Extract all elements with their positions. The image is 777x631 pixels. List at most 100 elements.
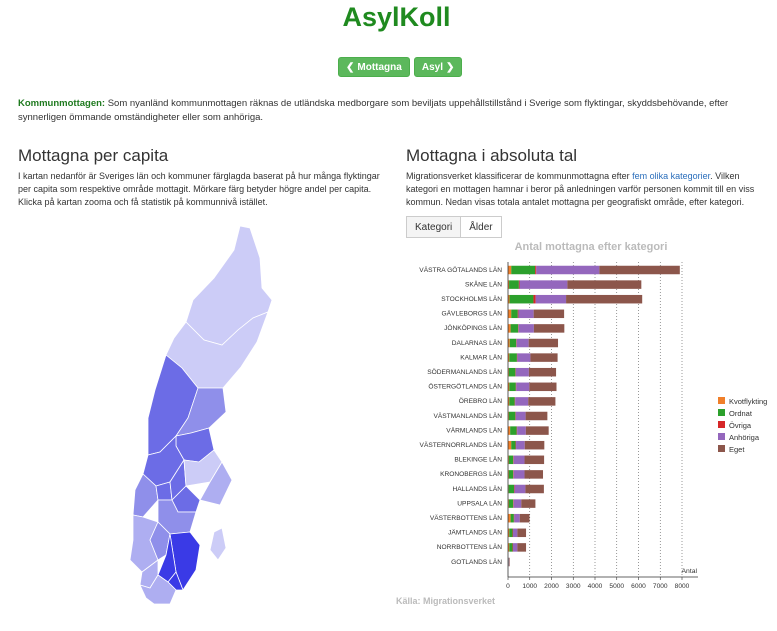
x-tick-label: 1000 bbox=[522, 583, 537, 590]
chevron-left-icon: ❮ bbox=[346, 61, 355, 73]
x-tick-label: 8000 bbox=[675, 583, 690, 590]
intro-text: Som nyanländ kommunmottagen räknas de ut… bbox=[18, 98, 729, 123]
bar-segment bbox=[525, 484, 544, 494]
county-jonkoping[interactable] bbox=[149, 521, 171, 561]
y-tick-label: GÄVLEBORGS LÄN bbox=[442, 310, 503, 318]
y-tick-label: VÄSTMANLANDS LÄN bbox=[433, 412, 502, 420]
bar-segment bbox=[509, 528, 513, 538]
y-tick-label: VÄSTERBOTTENS LÄN bbox=[430, 514, 502, 522]
y-tick-label: VÄSTRA GÖTALANDS LÄN bbox=[419, 266, 502, 274]
y-tick-label: HALLANDS LÄN bbox=[453, 485, 503, 493]
bar-segment bbox=[535, 265, 537, 275]
bar-segment bbox=[508, 411, 516, 421]
bar-segment bbox=[509, 353, 517, 362]
bar-segment bbox=[509, 543, 513, 552]
bar-segment bbox=[508, 353, 510, 362]
bar-segment bbox=[528, 338, 559, 348]
county-skane[interactable] bbox=[139, 574, 177, 605]
bar-segment bbox=[524, 440, 545, 450]
x-tick-label: 2000 bbox=[544, 583, 559, 590]
bar-segment bbox=[599, 265, 680, 275]
y-tick-label: NORRBOTTENS LÄN bbox=[437, 543, 502, 551]
bar-segment bbox=[524, 455, 545, 465]
bar-segment bbox=[518, 324, 534, 333]
bar-segment bbox=[510, 513, 514, 523]
legend-label: Eget bbox=[729, 445, 745, 454]
bar-segment bbox=[509, 338, 517, 348]
x-tick-label: 0 bbox=[506, 583, 510, 590]
bar-segment bbox=[533, 324, 565, 333]
bar-segment bbox=[508, 499, 509, 508]
bar-segment bbox=[511, 265, 536, 275]
x-axis-label: Antal bbox=[682, 568, 698, 575]
next-asyl-button[interactable]: Asyl ❯ bbox=[413, 57, 463, 77]
bar-segment bbox=[508, 367, 516, 377]
y-tick-label: VÄRMLANDS LÄN bbox=[446, 426, 502, 434]
bar-segment bbox=[509, 280, 519, 289]
bar-segment bbox=[509, 382, 516, 392]
bar-segment bbox=[508, 367, 509, 377]
x-tick-label: 3000 bbox=[566, 583, 581, 590]
bar-segment bbox=[566, 294, 643, 304]
y-tick-label: GOTLANDS LÄN bbox=[451, 558, 502, 566]
chart-description-start: Migrationsverket klassificerar de kommun… bbox=[406, 171, 633, 181]
bar-segment bbox=[529, 382, 557, 392]
bar-segment bbox=[515, 367, 529, 377]
bar-segment bbox=[509, 397, 515, 406]
bar-segment bbox=[528, 397, 556, 406]
bar-segment bbox=[524, 470, 544, 479]
bar-segment bbox=[514, 513, 520, 523]
y-tick-label: SÖDERMANLANDS LÄN bbox=[427, 368, 502, 376]
bar-segment bbox=[517, 353, 531, 362]
chart-title: Antal mottagna efter kategori bbox=[515, 241, 668, 253]
y-tick-label: SKÅNE LÄN bbox=[465, 279, 502, 288]
y-tick-label: STOCKHOLMS LÄN bbox=[441, 295, 502, 303]
bar-segment bbox=[517, 309, 519, 319]
bar-segment bbox=[513, 470, 525, 479]
bar-segment bbox=[525, 411, 548, 421]
tab-alder[interactable]: Ålder bbox=[461, 216, 502, 238]
tab-kategori[interactable]: Kategori bbox=[406, 216, 462, 238]
bar-segment bbox=[508, 397, 510, 406]
nav-group: ❮ Mottagna Asyl ❯ bbox=[338, 57, 463, 77]
y-tick-label: UPPSALA LÄN bbox=[457, 499, 502, 507]
bar-segment bbox=[508, 528, 510, 538]
intro-lead: Kommunmottagen: bbox=[18, 98, 106, 109]
bar-segment bbox=[508, 513, 511, 523]
chart-tabs: Kategori Ålder bbox=[406, 216, 502, 238]
bar-segment bbox=[517, 426, 526, 435]
bar-segment bbox=[508, 280, 510, 289]
bar-segment bbox=[508, 411, 509, 421]
sweden-map[interactable] bbox=[0, 0, 400, 631]
prev-mottagna-button[interactable]: ❮ Mottagna bbox=[338, 57, 410, 77]
y-tick-label: KRONOBERGS LÄN bbox=[440, 470, 502, 478]
bar-segment bbox=[515, 411, 526, 421]
county-stockholm[interactable] bbox=[199, 461, 233, 506]
county-gotland[interactable] bbox=[209, 527, 227, 561]
y-tick-label: BLEKINGE LÄN bbox=[454, 456, 502, 464]
y-tick-label: DALARNAS LÄN bbox=[452, 339, 502, 347]
bar-segment bbox=[514, 484, 526, 494]
bar-segment bbox=[513, 499, 522, 508]
map-section-title: Mottagna per capita bbox=[18, 146, 169, 165]
y-tick-label: ÖSTERGÖTLANDS LÄN bbox=[428, 383, 502, 391]
chart-section-title: Mottagna i absoluta tal bbox=[406, 146, 578, 165]
bar-segment bbox=[508, 440, 512, 450]
bar-segment bbox=[508, 499, 514, 508]
legend-label: Kvotflykting bbox=[729, 397, 767, 406]
y-tick-label: JÖNKÖPINGS LÄN bbox=[444, 324, 502, 332]
bar-segment bbox=[508, 294, 510, 304]
bar-segment bbox=[508, 455, 509, 465]
bar-segment bbox=[509, 294, 534, 304]
legend-label: Övriga bbox=[729, 421, 752, 430]
legend-swatch bbox=[718, 433, 725, 440]
bar-segment bbox=[508, 426, 511, 435]
legend-swatch bbox=[718, 397, 725, 404]
legend-label: Anhöriga bbox=[729, 433, 760, 442]
bar-segment bbox=[516, 382, 530, 392]
categories-link[interactable]: fem olika kategorier bbox=[632, 171, 711, 181]
y-tick-label: KALMAR LÄN bbox=[460, 353, 502, 361]
bar-segment bbox=[516, 338, 529, 348]
bar-segment bbox=[536, 265, 600, 275]
bar-segment bbox=[513, 528, 518, 538]
